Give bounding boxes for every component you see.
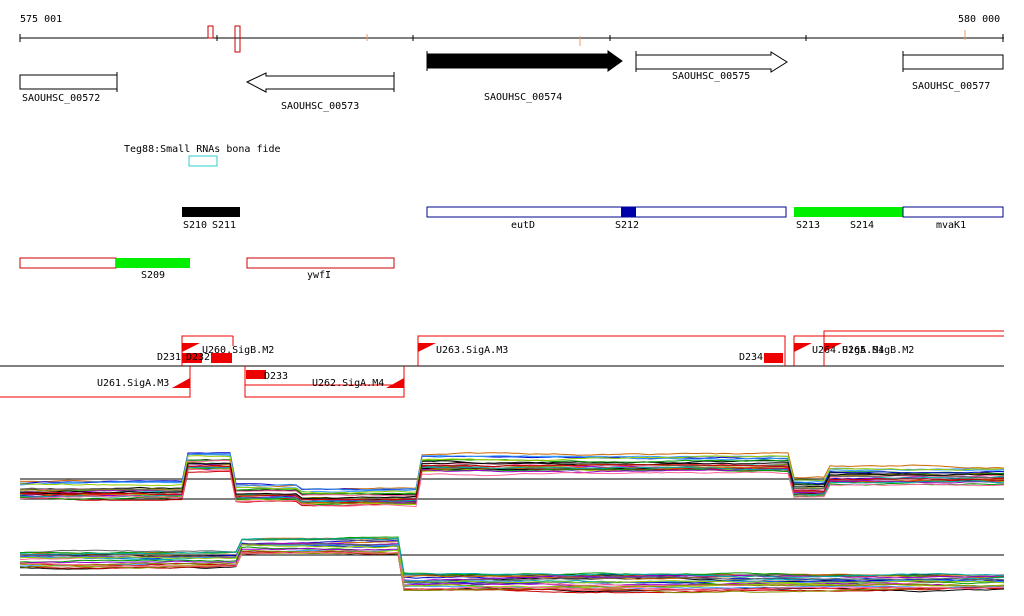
- gene-saouhsc-00577[interactable]: [902, 54, 1004, 70]
- expression-profile-line: [19, 461, 1005, 500]
- expression-profile-line: [19, 544, 1005, 585]
- ruler-marker-2[interactable]: [234, 25, 241, 53]
- small-rna-label: Teg88:Small RNAs bona fide: [124, 144, 281, 155]
- promoter-flag-u265[interactable]: [824, 343, 842, 352]
- promoter-flag-u263[interactable]: [418, 343, 436, 352]
- segment-track-2: S209 ywfI: [19, 257, 395, 281]
- terminator-d231[interactable]: [182, 353, 202, 363]
- gene-saouhsc-00573[interactable]: [245, 72, 395, 93]
- promoter-track: U260.SigB.M2 D231 D232 D233 U261.SigA.M3…: [0, 330, 1004, 398]
- terminator-label: D234: [739, 352, 763, 363]
- promoter-flag-u262[interactable]: [386, 378, 404, 388]
- expression-profile-line: [19, 547, 1005, 588]
- segment-label: S209: [141, 270, 165, 281]
- gene-label: SAOUHSC_00577: [912, 81, 990, 92]
- promoter-label: U265.SigB.M2: [842, 345, 914, 356]
- promoter-flag-u260[interactable]: [182, 343, 200, 352]
- terminator-label: D233: [264, 371, 288, 382]
- ruler-marker-1[interactable]: [207, 25, 214, 39]
- expression-profile-line: [19, 551, 1005, 590]
- expression-profile-line: [20, 537, 1005, 579]
- expression-profile-line: [19, 459, 1005, 495]
- segment-label: eutD: [511, 220, 535, 231]
- segment-s209-left[interactable]: [19, 257, 117, 269]
- segment-s212[interactable]: [621, 207, 636, 217]
- segment-label: S213: [796, 220, 820, 231]
- terminator-d233[interactable]: [246, 370, 266, 379]
- terminator-d232[interactable]: [211, 353, 232, 363]
- terminator-d234[interactable]: [764, 353, 783, 363]
- gene-track: SAOUHSC_00572 SAOUHSC_00573 SAOUHSC_0057…: [19, 50, 1004, 112]
- promoter-label: U263.SigA.M3: [436, 345, 508, 356]
- gene-label: SAOUHSC_00573: [281, 101, 359, 112]
- terminator-label: D232: [186, 352, 210, 363]
- expression-track-reverse[interactable]: [19, 536, 1005, 594]
- segment-label: S212: [615, 220, 639, 231]
- ruler-end-label: 580 000: [958, 14, 1000, 25]
- ruler-start-label: 575 001: [20, 14, 62, 25]
- segment-ywfi[interactable]: [246, 257, 395, 269]
- segment-s209[interactable]: [116, 258, 190, 268]
- segment-track-1: S210 S211 eutD S212 S213 S214 mvaK1: [182, 206, 1004, 231]
- segment-s213-s214[interactable]: [794, 207, 903, 217]
- expression-profile-line: [19, 551, 1004, 594]
- segment-label: S211: [212, 220, 236, 231]
- promoter-label: U264.SigA.M4: [812, 345, 884, 356]
- expression-profile-line: [19, 455, 1005, 494]
- gene-saouhsc-00572[interactable]: [19, 74, 118, 90]
- promoter-label: U260.SigB.M2: [202, 345, 274, 356]
- small-rna-track: Teg88:Small RNAs bona fide: [124, 144, 281, 167]
- segment-label: S214: [850, 220, 874, 231]
- gene-label: SAOUHSC_00575: [672, 71, 750, 82]
- small-rna-teg88[interactable]: [188, 155, 218, 167]
- promoter-label: U262.SigA.M4: [312, 378, 384, 389]
- gene-saouhsc-00575[interactable]: [635, 51, 788, 73]
- promoter-flag-u261[interactable]: [172, 378, 190, 388]
- expression-profile-line: [19, 468, 1005, 508]
- promoter-label: U261.SigA.M3: [97, 378, 169, 389]
- expression-track-forward[interactable]: [19, 452, 1005, 508]
- segment-label: ywfI: [307, 270, 331, 281]
- expression-profile-line: [19, 549, 1005, 591]
- gene-saouhsc-00574[interactable]: [426, 50, 623, 72]
- coordinate-ruler: 575 001 580 000: [19, 14, 1004, 53]
- gene-label: SAOUHSC_00574: [484, 92, 562, 103]
- segment-eutd[interactable]: [426, 206, 787, 218]
- terminator-label: D231: [157, 352, 181, 363]
- segment-s210-s211[interactable]: [182, 207, 240, 217]
- segment-label: mvaK1: [936, 220, 966, 231]
- expression-profile-line: [19, 464, 1005, 501]
- promoter-flag-u264[interactable]: [794, 343, 812, 352]
- segment-mvak1[interactable]: [902, 206, 1004, 218]
- gene-label: SAOUHSC_00572: [22, 93, 100, 104]
- expression-profile-line: [19, 542, 1005, 582]
- segment-label: S210: [183, 220, 207, 231]
